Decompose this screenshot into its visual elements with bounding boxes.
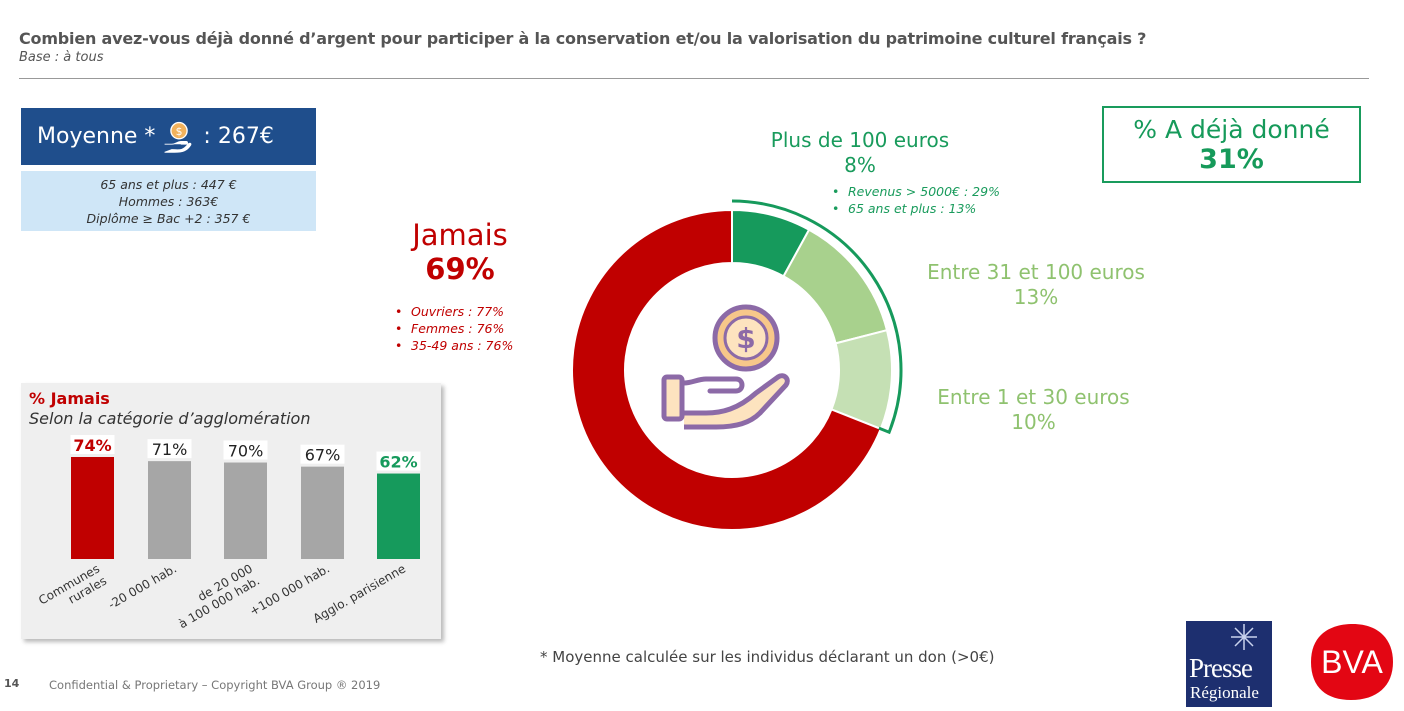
bullet-icon: • [395, 338, 403, 353]
category-label: Communesrurales [36, 561, 109, 619]
data-label-background [70, 435, 115, 454]
data-label-background [376, 451, 421, 471]
page-number: 14 [4, 677, 20, 690]
e1-30-title: Entre 1 et 30 euros [937, 385, 1130, 409]
given-bracket [731, 199, 903, 435]
ever-given-label: % A déjà donné [1133, 115, 1330, 144]
agglomeration-panel: % Jamais Selon la catégorie d’agglomérat… [21, 383, 441, 639]
hand-coin-icon: $ [661, 304, 790, 430]
bullet-icon: • [395, 304, 403, 319]
data-label: 62% [379, 453, 417, 472]
data-label: 74% [73, 436, 111, 455]
svg-text:$: $ [176, 124, 183, 137]
bullet-text: Ouvriers : 77% [411, 304, 505, 319]
bar [148, 461, 191, 559]
footnote: * Moyenne calculée sur les individus déc… [540, 648, 995, 666]
hand-coin-icon: $ [164, 121, 192, 153]
list-item: • 35-49 ans : 76% [395, 337, 513, 354]
plus100-title: Plus de 100 euros [770, 128, 950, 152]
average-detail-line: Hommes : 363€ [118, 194, 219, 209]
ever-given-value: 31% [1199, 144, 1264, 175]
e31-100-value: 13% [1013, 285, 1059, 309]
plus100-label: Plus de 100 euros 8% [760, 128, 960, 178]
e31-100-title: Entre 31 et 100 euros [927, 260, 1145, 284]
data-label: 71% [152, 440, 188, 459]
question-title: Combien avez-vous déjà donné d’argent po… [19, 29, 1147, 48]
regionale-logo-text: Régionale [1190, 683, 1259, 702]
average-details: 65 ans et plus : 447 € Hommes : 363€ Dip… [21, 171, 316, 231]
average-detail-line: 65 ans et plus : 447 € [100, 177, 237, 192]
bar [301, 466, 344, 559]
bar [377, 473, 420, 559]
header-divider [19, 78, 1369, 79]
donut-slice [782, 228, 889, 345]
average-detail-line: Diplôme ≥ Bac +2 : 357 € [86, 211, 251, 226]
average-label: Moyenne * [37, 124, 156, 149]
data-label: 70% [228, 442, 264, 461]
donut-chart: $ [571, 199, 903, 531]
e31-100-label: Entre 31 et 100 euros 13% [906, 260, 1166, 310]
ever-given-box: % A déjà donné 31% [1102, 106, 1361, 183]
list-item: • Ouvriers : 77% [395, 303, 513, 320]
list-item: • Revenus > 5000€ : 29% [832, 183, 1000, 200]
svg-text:$: $ [736, 322, 755, 355]
donut-slice [571, 208, 883, 531]
data-label: 67% [305, 446, 341, 465]
data-label-background [300, 444, 345, 464]
presse-logo-text: Presse [1189, 653, 1253, 683]
plus100-value: 8% [844, 153, 876, 177]
average-value: : 267€ [203, 124, 274, 149]
agglomeration-bar-chart: 74% Communesrurales 71% -20 000 hab. 70% de 2… [36, 435, 421, 631]
bullet-text: Femmes : 76% [411, 321, 505, 336]
bullet-text: 35-49 ans : 76% [411, 338, 514, 353]
bullet-icon: • [395, 321, 403, 336]
list-item: • Femmes : 76% [395, 320, 513, 337]
e1-30-label: Entre 1 et 30 euros 10% [906, 385, 1161, 435]
confidential-notice: Confidential & Proprietary – Copyright B… [49, 678, 381, 692]
plus100-bullet-list: • Revenus > 5000€ : 29% • 65 ans et plus :… [832, 183, 1000, 217]
agglomeration-subtitle: Selon la catégorie d’agglomération [29, 409, 311, 428]
base-note: Base : à tous [19, 50, 104, 65]
agglomeration-title: % Jamais [29, 389, 110, 408]
list-item: • 65 ans et plus : 13% [832, 200, 1000, 217]
snowflake-icon [1231, 624, 1257, 650]
bullet-icon: • [832, 201, 840, 216]
bva-logo: BVA [1311, 624, 1393, 700]
jamais-title: Jamais [412, 218, 508, 252]
bar [224, 462, 267, 559]
category-label-line: -20 000 hab. [106, 561, 179, 611]
bullet-icon: • [832, 184, 840, 199]
e1-30-value: 10% [1011, 410, 1056, 434]
bullet-text: Revenus > 5000€ : 29% [848, 184, 1000, 199]
category-label: -20 000 hab. [106, 561, 179, 611]
presse-regionale-logo: Presse Régionale [1186, 621, 1272, 707]
bva-logo-text: BVA [1321, 644, 1383, 680]
data-label-background [223, 440, 268, 460]
data-label-background [147, 439, 192, 459]
average-box: Moyenne * $ : 267€ [21, 108, 316, 165]
bullet-text: 65 ans et plus : 13% [848, 201, 977, 216]
bar [71, 457, 114, 559]
jamais-bullet-list: • Ouvriers : 77% • Femmes : 76% • 35-49 ans… [395, 303, 513, 354]
jamais-label: Jamais 69% [360, 218, 560, 286]
category-label: de 20 000à 100 000 hab. [169, 561, 262, 631]
jamais-value: 69% [425, 252, 495, 286]
